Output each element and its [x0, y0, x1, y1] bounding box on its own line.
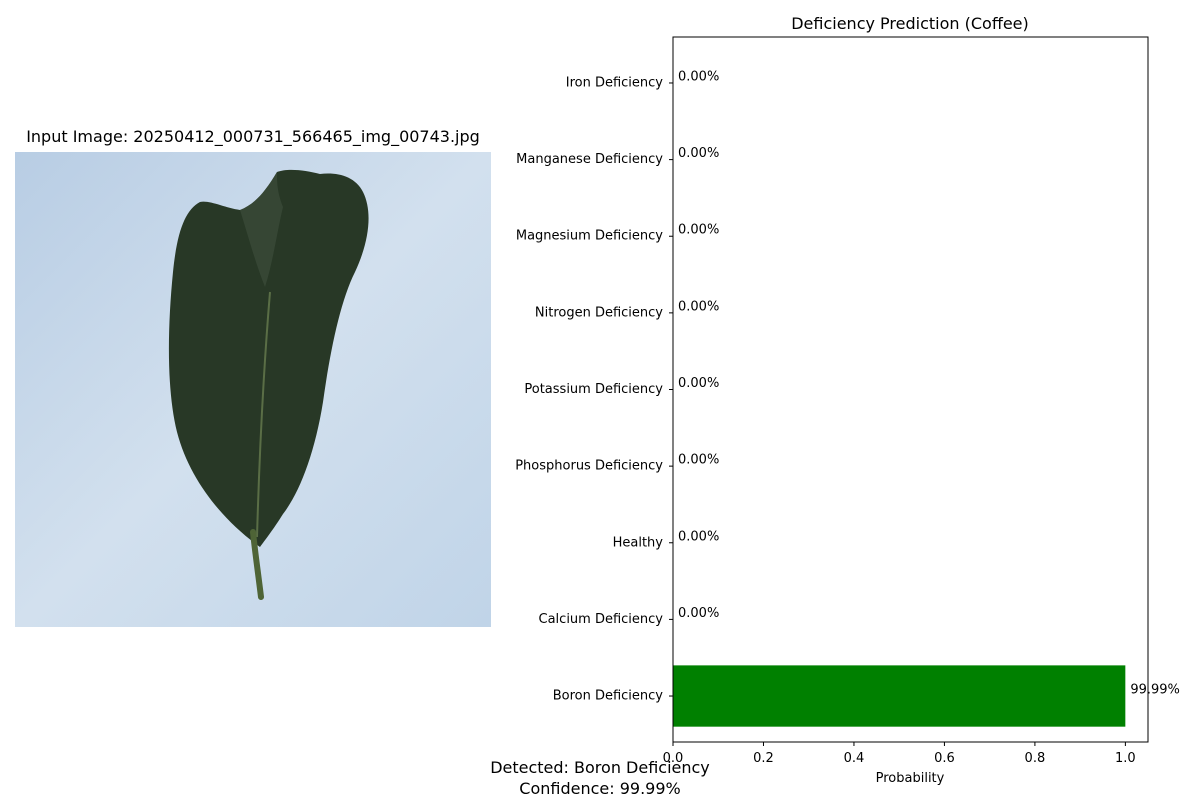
bar-value-label: 99.99%: [1130, 683, 1180, 698]
x-tick-label: 0.4: [844, 751, 865, 766]
bar-value-label: 0.00%: [678, 223, 719, 238]
detected-text: Detected: Boron Deficiency: [490, 758, 710, 777]
bar-value-label: 0.00%: [678, 529, 719, 544]
bar-value-label: 0.00%: [678, 453, 719, 468]
y-tick-label: Nitrogen Deficiency: [535, 305, 663, 320]
x-tick-label: 0.2: [753, 751, 774, 766]
bar-value-label: 0.00%: [678, 299, 719, 314]
x-tick-label: 0.6: [934, 751, 955, 766]
y-tick-label: Calcium Deficiency: [539, 612, 664, 627]
bar: [673, 665, 1126, 727]
leaf-vein: [256, 291, 271, 538]
leaf-image: [15, 152, 491, 627]
leaf-fold: [240, 172, 283, 287]
x-tick-label: 0.0: [663, 751, 684, 766]
bar-value-label: 0.00%: [678, 69, 719, 84]
plot-frame: [672, 36, 1149, 743]
y-tick-label: Iron Deficiency: [566, 75, 664, 90]
confidence-text: Confidence: 99.99%: [519, 779, 681, 798]
bar-value-label: 0.00%: [678, 376, 719, 391]
x-tick-label: 0.8: [1025, 751, 1046, 766]
y-tick-label: Magnesium Deficiency: [516, 229, 663, 244]
y-tick-label: Boron Deficiency: [553, 689, 664, 704]
bar-value-label: 0.00%: [678, 606, 719, 621]
y-tick-label: Phosphorus Deficiency: [515, 459, 663, 474]
leaf-stem: [250, 529, 264, 600]
bar-value-label: 0.00%: [678, 146, 719, 161]
chart-title: Deficiency Prediction (Coffee): [791, 14, 1029, 33]
y-tick-label: Potassium Deficiency: [524, 382, 663, 397]
x-axis-label: Probability: [876, 771, 945, 786]
image-title: Input Image: 20250412_000731_566465_img_…: [26, 127, 480, 146]
x-tick-label: 1.0: [1115, 751, 1136, 766]
leaf-shape: [168, 169, 369, 548]
y-tick-label: Manganese Deficiency: [516, 152, 663, 167]
y-tick-label: Healthy: [613, 535, 664, 550]
